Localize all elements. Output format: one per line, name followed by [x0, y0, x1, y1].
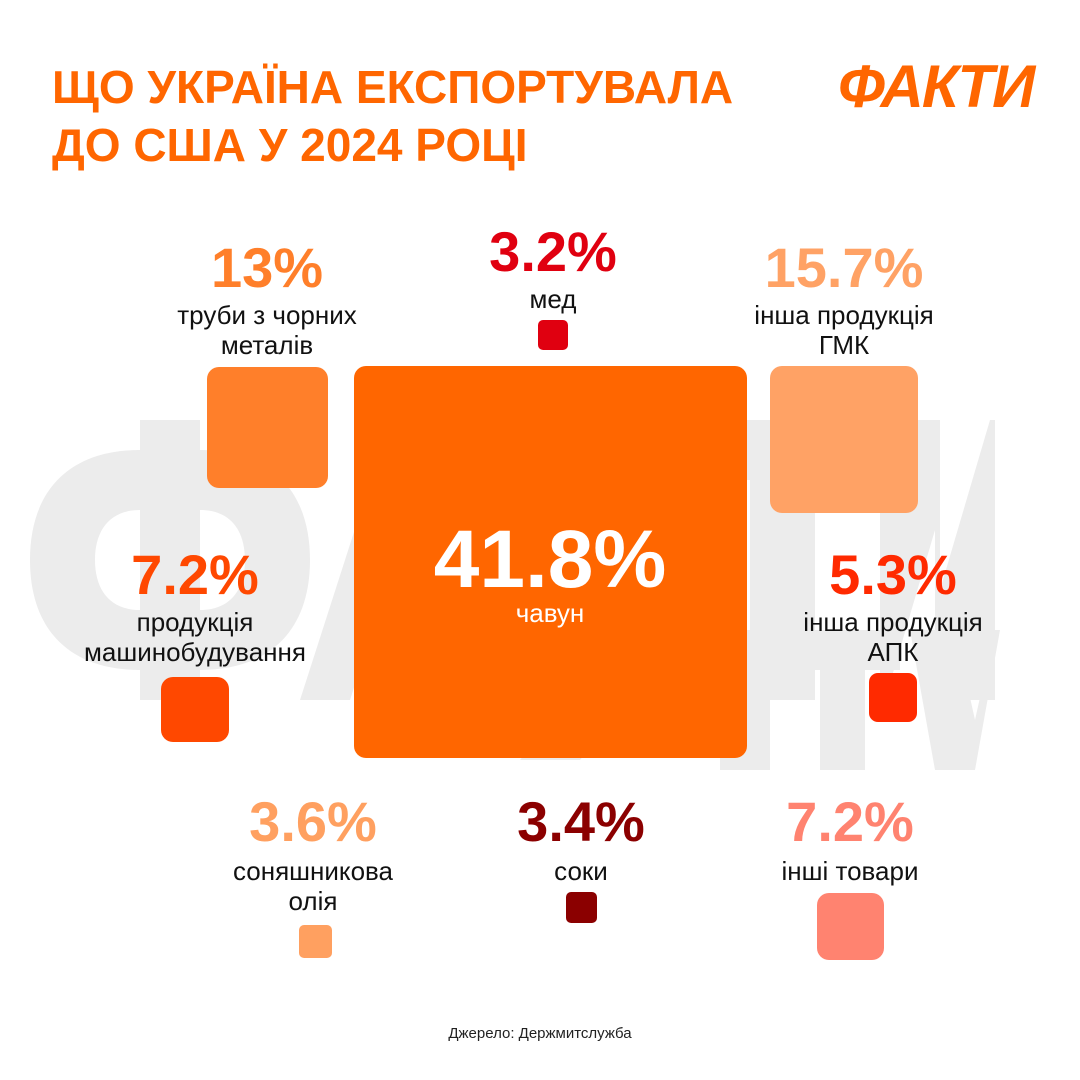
square-honey [538, 320, 568, 350]
square-sunflower-oil [299, 925, 332, 958]
page-title: ЩО УКРАЇНА ЕКСПОРТУВАЛА ДО США У 2024 РО… [52, 58, 733, 174]
label-machinery: продукція машинобудування [84, 607, 306, 667]
label-apk: інша продукція АПК [803, 607, 983, 667]
square-apk [869, 673, 917, 722]
label-juices: соки [554, 856, 608, 886]
value-apk: 5.3% [829, 543, 957, 606]
source-note: Джерело: Держмитслужба [448, 1025, 632, 1042]
label-pipes: труби з чорних металів [177, 300, 357, 360]
value-machinery: 7.2% [131, 543, 259, 606]
label-gmk: інша продукція ГМК [754, 300, 934, 360]
value-chavun: 41.8% [433, 514, 667, 605]
square-gmk [770, 366, 918, 513]
label-other-goods: інші товари [781, 856, 919, 886]
square-chavun [354, 366, 747, 758]
square-other-goods [817, 893, 884, 960]
title-line-1: ЩО УКРАЇНА ЕКСПОРТУВАЛА [52, 61, 734, 113]
value-sunflower-oil: 3.6% [249, 790, 377, 853]
value-honey: 3.2% [489, 220, 617, 283]
square-pipes [207, 367, 328, 488]
label-honey: мед [529, 284, 577, 314]
square-machinery [161, 677, 229, 742]
fakty-logo: ФАКТИ [838, 53, 1035, 120]
square-juices [566, 892, 597, 923]
label-sunflower-oil: соняшникова олія [232, 856, 394, 916]
title-line-2: ДО США У 2024 РОЦІ [52, 119, 528, 171]
value-juices: 3.4% [517, 790, 645, 853]
value-other-goods: 7.2% [786, 790, 914, 853]
label-chavun: чавун [515, 598, 585, 628]
value-pipes: 13% [210, 236, 324, 299]
value-gmk: 15.7% [764, 236, 924, 299]
